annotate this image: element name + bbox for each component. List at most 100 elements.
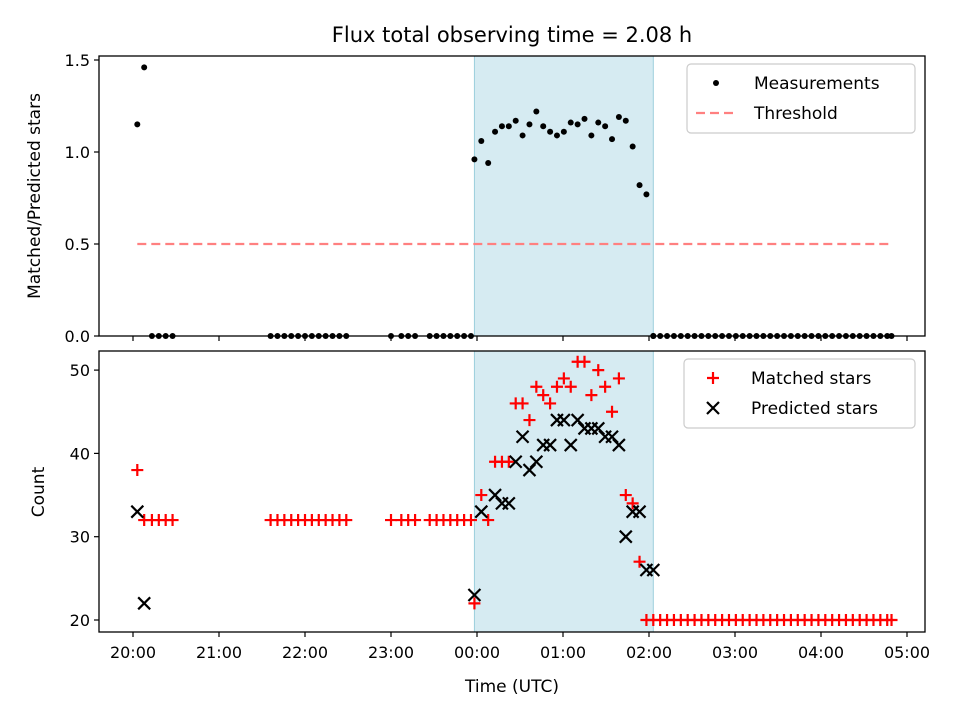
legend-x-marker [706, 401, 720, 415]
x-tick-label: 23:00 [368, 643, 414, 662]
measurement-point [588, 132, 595, 139]
observing-interval-shade [473, 55, 654, 337]
matched-star-marker [385, 514, 397, 527]
matched-star-marker [131, 464, 144, 477]
bottom-panel: 20 30 40 50 20:00 21:00 22:00 23:00 00:00 01:00 02… [70, 350, 930, 662]
matched-star-marker [550, 380, 563, 393]
measurement-point [581, 115, 588, 122]
predicted-star-marker [543, 438, 557, 452]
measurement-point [492, 128, 499, 135]
measurement-point [560, 128, 567, 135]
y-tick-label: 50 [70, 361, 90, 380]
predicted-star-marker [515, 429, 530, 444]
measurement-point [533, 108, 540, 115]
matched-star-marker [585, 389, 598, 402]
measurement-point [485, 160, 492, 167]
predicted-star-marker [612, 438, 626, 452]
measurement-point [636, 182, 643, 189]
y-tick-label: 1.5 [65, 51, 90, 70]
matched-star-marker [619, 489, 632, 502]
predicted-star-marker [474, 504, 489, 519]
matched-star-marker [599, 380, 612, 393]
predicted-star-marker [619, 529, 633, 544]
matched-star-marker [885, 614, 898, 626]
top-panel: 0.0 0.5 1.0 1.5 Measurements Threshold [65, 51, 926, 346]
measurement-point [643, 191, 650, 198]
matched-star-marker [626, 497, 639, 510]
legend-label: Threshold [753, 104, 838, 124]
chart-title: Flux total observing time = 2.08 h [332, 23, 692, 47]
matched-star-marker [633, 555, 646, 568]
x-tick-label: 22:00 [282, 643, 328, 662]
x-tick-label: 02:00 [626, 643, 672, 662]
matched-star-marker [564, 380, 577, 393]
measurement-point [609, 136, 616, 143]
x-tick-label: 05:00 [884, 643, 930, 662]
matched-star-marker [482, 514, 495, 527]
predicted-star-marker [137, 596, 151, 611]
legend-box [683, 358, 916, 429]
legend-label: Measurements [754, 74, 880, 94]
y-tick-label: 1.0 [65, 143, 90, 162]
predicted-star-marker [508, 454, 523, 469]
y-tick-label: 0.0 [65, 327, 90, 346]
legend-label: Predicted stars [751, 399, 878, 419]
matched-star-marker [530, 380, 543, 393]
axes-frame [98, 350, 926, 633]
matched-star-marker [340, 514, 353, 527]
matched-star-marker [464, 514, 477, 527]
measurement-point [567, 119, 574, 126]
measurement-point [471, 156, 478, 163]
matched-star-marker [606, 405, 619, 418]
bottom-xlabel: Time (UTC) [464, 677, 559, 697]
matched-star-marker [516, 397, 529, 410]
measurement-point [622, 117, 629, 124]
y-tick-label: 30 [70, 528, 90, 547]
measurement-point [615, 114, 622, 121]
matched-star-marker [537, 389, 550, 402]
measurement-point [553, 132, 560, 139]
measurement-point [519, 132, 526, 139]
y-tick-label: 40 [70, 444, 90, 463]
predicted-star-marker [557, 413, 571, 427]
x-tick-label: 04:00 [798, 643, 844, 662]
matched-star-marker [502, 455, 515, 468]
matched-star-marker [578, 355, 591, 368]
measurement-point [574, 121, 581, 128]
matched-star-marker [166, 514, 179, 527]
measurement-point [478, 137, 485, 144]
predicted-star-marker [130, 504, 145, 519]
matched-star-marker [468, 597, 481, 610]
measurement-point [526, 121, 533, 128]
measurement-point [602, 123, 609, 130]
predicted-star-marker [529, 454, 544, 469]
x-tick-label: 01:00 [540, 643, 586, 662]
measurement-point [540, 123, 547, 130]
matched-star-marker [612, 372, 625, 385]
predicted-star-marker [502, 496, 516, 511]
x-tick-label: 00:00 [454, 643, 500, 662]
legend-plus-marker [707, 372, 719, 384]
y-tick-label: 20 [70, 611, 90, 630]
predicted-star-marker [632, 504, 647, 519]
predicted-star-marker [646, 563, 661, 577]
legend: Measurements Threshold [686, 63, 916, 134]
predicted-star-marker [467, 588, 482, 602]
measurement-point [498, 123, 505, 130]
bottom-ylabel: Count [29, 466, 49, 517]
x-tick-label: 21:00 [196, 643, 242, 662]
measurement-point [134, 121, 141, 128]
measurement-point [512, 117, 519, 124]
x-tick-label: 20:00 [110, 643, 156, 662]
axes-frame [98, 55, 926, 337]
measurement-point [547, 128, 554, 135]
legend-label: Matched stars [751, 369, 871, 389]
measurement-point [595, 119, 602, 126]
x-tick-label: 03:00 [712, 643, 758, 662]
matched-star-marker [409, 514, 422, 527]
y-tick-label: 0.5 [65, 235, 90, 254]
matched-star-marker [523, 414, 536, 427]
measurement-point [505, 123, 512, 130]
matched-star-marker [475, 489, 488, 502]
